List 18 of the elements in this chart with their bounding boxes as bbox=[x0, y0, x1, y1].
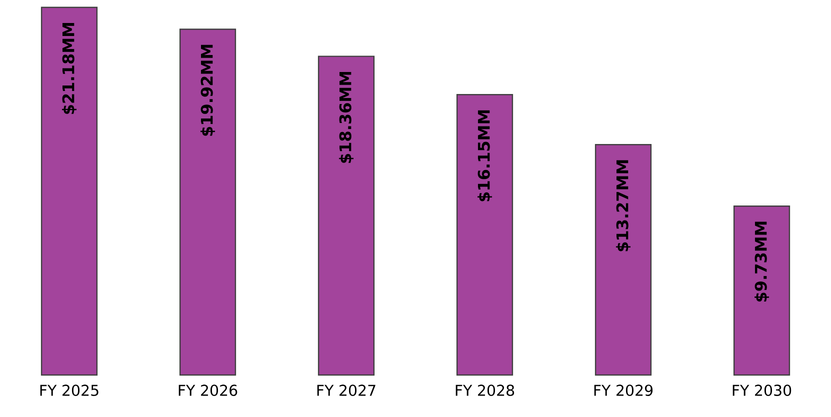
data-label: $13.27MM bbox=[616, 160, 631, 252]
bar bbox=[40, 6, 98, 376]
bar bbox=[318, 56, 375, 376]
data-label: $18.36MM bbox=[339, 72, 354, 163]
bar bbox=[594, 144, 652, 376]
x-tick-label: FY 2025 bbox=[40, 384, 98, 396]
x-tick-label: FY 2026 bbox=[178, 384, 238, 396]
bar bbox=[179, 28, 236, 376]
x-tick-label: FY 2028 bbox=[456, 384, 514, 396]
x-tick-label: FY 2029 bbox=[594, 384, 653, 396]
x-tick-label: FY 2027 bbox=[317, 384, 376, 396]
x-tick-label: FY 2030 bbox=[732, 384, 792, 396]
bar bbox=[456, 94, 514, 376]
bar bbox=[733, 206, 790, 376]
data-label: $19.92MM bbox=[200, 44, 216, 136]
data-label: $9.73MM bbox=[754, 222, 770, 302]
data-label: $21.18MM bbox=[62, 23, 77, 114]
data-label: $16.15MM bbox=[478, 110, 492, 202]
